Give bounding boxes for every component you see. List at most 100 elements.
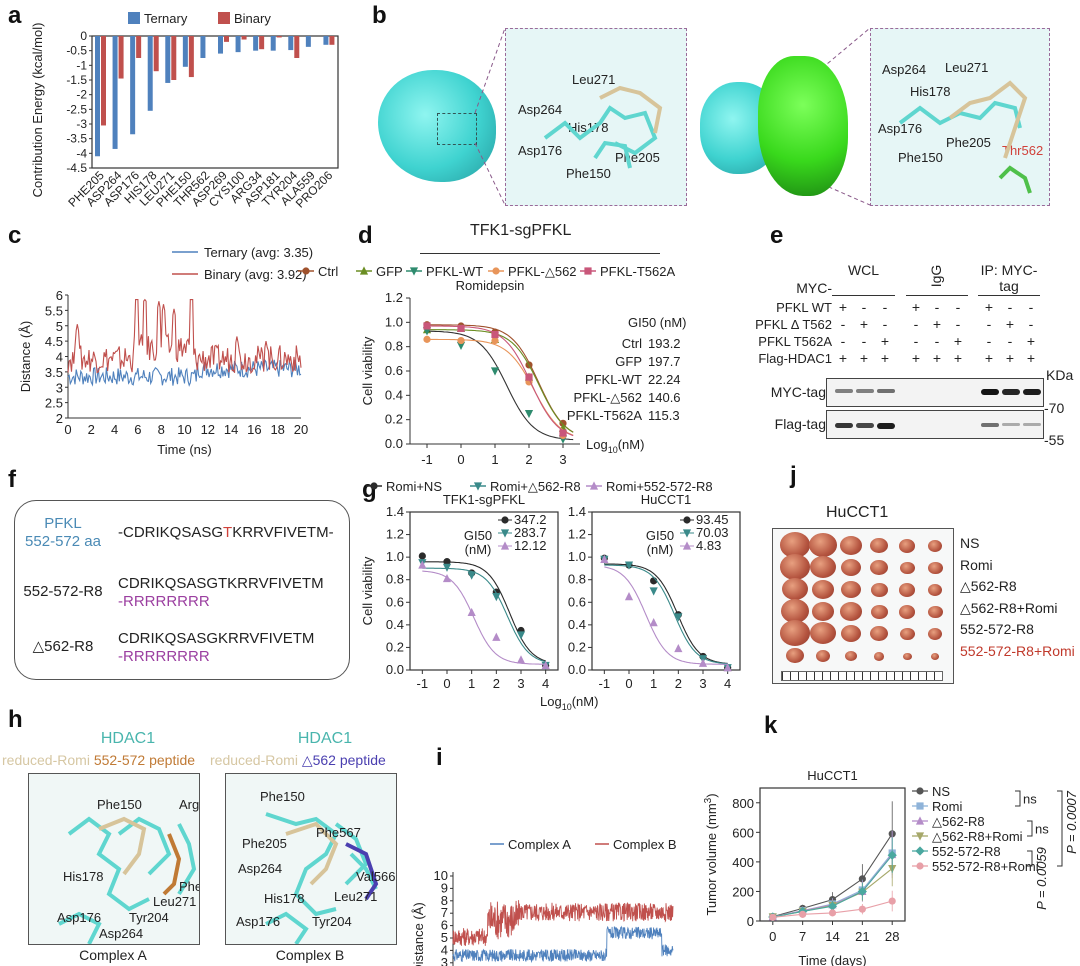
data-point	[516, 631, 526, 640]
complex-legend: reduced-Romi 552-572 peptide	[2, 752, 195, 768]
gi50-legend-marker	[500, 541, 510, 550]
data-point	[492, 593, 501, 602]
fit-curve	[422, 567, 546, 663]
gi50-row-value: 197.7	[648, 354, 681, 369]
data-point	[443, 558, 451, 566]
y-tick-label: 10	[434, 868, 448, 883]
x-axis-label: Log10(nM)	[540, 694, 598, 712]
x-tick-label: 8	[158, 422, 165, 437]
data-point	[723, 663, 732, 672]
panel-label-b: b	[372, 2, 387, 29]
x-tick-label: 2	[88, 422, 95, 437]
y-tick-label: -0.5	[66, 44, 87, 58]
blot-membrane	[826, 378, 1044, 407]
comparison-bracket	[1015, 790, 1021, 807]
data-point	[516, 655, 526, 664]
data-point	[525, 373, 533, 381]
subplot-title: HuCCT1	[641, 492, 692, 507]
legend-marker	[915, 832, 925, 841]
legend-label: NS	[932, 784, 950, 799]
gi50-row-value: 140.6	[648, 390, 681, 405]
legend-label: △562-R8+Romi	[932, 829, 1023, 844]
bar-ternary-asp269	[218, 36, 223, 54]
stick-model-2	[898, 80, 1032, 194]
data-point	[491, 330, 499, 339]
y-tick-label: 1.0	[385, 314, 403, 329]
x-tick-label: 3	[559, 452, 566, 467]
bar-binary-asp264	[118, 36, 124, 79]
data-point	[769, 913, 777, 921]
data-point	[887, 850, 897, 860]
bar-ternary-his178	[147, 36, 153, 111]
legend-reduced-romi: reduced-Romi	[2, 752, 90, 768]
y-tick-label: 0.4	[385, 387, 403, 402]
protein-band	[877, 423, 895, 429]
sequence-text: KRRVFIVETM-	[232, 524, 334, 541]
protein-band	[1002, 389, 1020, 395]
fit-curve-1	[427, 329, 574, 433]
y-tick-label: -4.5	[66, 161, 87, 175]
bar-binary-arg34	[259, 36, 265, 50]
y-tick-label: 800	[732, 796, 754, 811]
series-line-1	[452, 900, 674, 946]
y-tick-label: 400	[732, 855, 754, 870]
tumor-group-label: 552-572-R8	[960, 621, 1034, 637]
blot-row-label: Flag-tag	[774, 416, 826, 432]
zoom-box-outline	[437, 113, 477, 145]
gi50-row-value: 193.2	[648, 336, 681, 351]
r8-tail: -RRRRRRRR	[118, 593, 210, 610]
tumor	[816, 650, 830, 662]
condition-label: PFKL T562A	[758, 334, 832, 349]
condition-sign: -	[840, 333, 846, 349]
x-tick-label: 20	[294, 422, 308, 437]
fit-curve	[604, 566, 728, 665]
chart-d-romidepsin-viability: 0.0 0.2 0.4 0.6 0.8 1.0 1.2 -1 0 1 2 3 Log10(nM) Cell…	[298, 264, 687, 467]
legend-label: Ternary (avg: 3.35)	[204, 245, 313, 260]
residue-label: Asp176	[518, 143, 563, 158]
comparison-bracket	[1027, 850, 1033, 867]
panel-label-f: f	[8, 466, 16, 493]
gi50-value: 12.12	[514, 538, 547, 553]
mw-marker: -55	[1044, 432, 1065, 448]
bar-binary-phe150	[188, 36, 194, 78]
y-tick-label: 0.2	[568, 639, 586, 654]
panel-label-h: h	[8, 706, 23, 733]
legend-marker	[302, 267, 310, 275]
condition-sign: -	[861, 299, 867, 315]
bar-ternary-pro206	[323, 36, 329, 45]
gi50-row-name: GFP	[615, 354, 642, 369]
tumor	[931, 653, 939, 660]
gi50-label: GI50	[646, 528, 674, 543]
legend-swatch	[218, 12, 230, 24]
x-tick-label: 4	[542, 676, 549, 691]
comparison-label: ns	[1035, 822, 1049, 837]
legend-peptide: 552-572 peptide	[93, 752, 196, 768]
fit-curve	[604, 564, 728, 665]
x-tick-label: 16	[247, 422, 261, 437]
residue-label: Asp264	[882, 62, 927, 77]
tumor	[899, 561, 915, 575]
y-tick-label: 8	[441, 893, 448, 908]
peptide-name: 552-572-R8	[18, 583, 108, 601]
legend-marker	[473, 482, 483, 491]
fit-curve	[422, 570, 546, 665]
data-point	[649, 587, 658, 596]
residue-label: His178	[63, 869, 104, 884]
condition-sign: -	[934, 299, 940, 315]
residue-label: Asp176	[236, 914, 281, 929]
x-tick-label: 18	[270, 422, 284, 437]
condition-sign: +	[859, 316, 869, 332]
tumor	[841, 581, 861, 598]
protein-band	[856, 423, 874, 429]
chart-a-energy-bars: 0-0.5-1-1.5-2-2.5-3-3.5-4-4.5 Contributio…	[30, 11, 339, 211]
legend-peptide: △562 peptide	[301, 752, 386, 768]
y-tick-label: 1.2	[568, 527, 586, 542]
x-tick-label: -1	[599, 676, 611, 691]
x-tick-label: 6	[134, 422, 141, 437]
y-tick-label: 6	[441, 918, 448, 933]
y-tick-label: 0.0	[385, 436, 403, 451]
tumor	[870, 538, 888, 554]
residue-label: Asp264	[99, 926, 144, 941]
tumor	[870, 582, 888, 597]
data-point	[457, 324, 465, 333]
